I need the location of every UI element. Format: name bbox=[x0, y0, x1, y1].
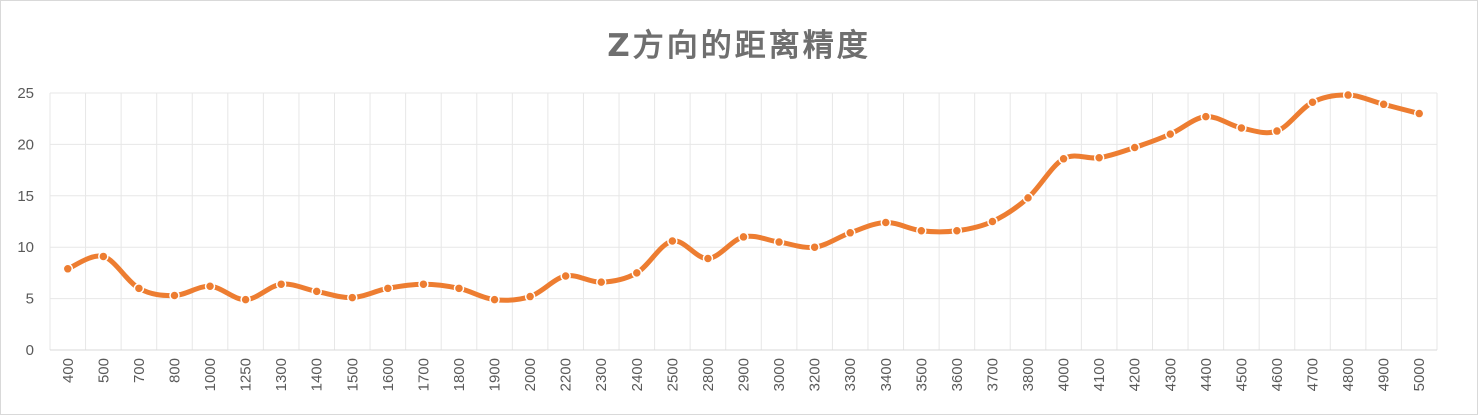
x-tick-label: 3200 bbox=[807, 358, 824, 391]
data-point bbox=[1129, 142, 1140, 153]
x-tick-label: 1800 bbox=[451, 358, 468, 391]
gridlines bbox=[49, 92, 1438, 350]
x-tick-label: 2900 bbox=[736, 358, 753, 391]
x-tick-label: 400 bbox=[60, 358, 77, 383]
data-point bbox=[453, 283, 465, 294]
data-point bbox=[275, 278, 287, 290]
x-tick-label: 3300 bbox=[842, 358, 859, 391]
data-point bbox=[1378, 99, 1389, 110]
x-tick-label: 4600 bbox=[1269, 358, 1286, 391]
data-point bbox=[133, 283, 145, 294]
y-tick-label: 5 bbox=[26, 291, 34, 308]
data-point bbox=[489, 294, 500, 305]
data-point bbox=[667, 235, 678, 247]
x-tick-label: 3000 bbox=[771, 358, 788, 391]
x-tick-label: 3400 bbox=[878, 358, 895, 391]
data-point bbox=[1093, 152, 1105, 164]
x-tick-label: 4300 bbox=[1162, 358, 1179, 391]
data-point bbox=[1342, 89, 1354, 101]
x-tick-label: 2200 bbox=[558, 358, 575, 391]
data-point bbox=[844, 227, 856, 239]
data-point bbox=[524, 291, 536, 302]
data-point bbox=[987, 216, 998, 227]
data-point bbox=[1200, 111, 1212, 122]
data-point bbox=[773, 236, 785, 248]
x-tick-label: 4200 bbox=[1127, 358, 1144, 391]
data-point bbox=[1413, 108, 1425, 119]
data-point bbox=[204, 281, 216, 292]
x-tick-label: 1900 bbox=[487, 358, 504, 391]
x-tick-label: 2800 bbox=[700, 358, 717, 391]
data-point bbox=[809, 241, 820, 253]
x-tick-label: 1250 bbox=[238, 358, 255, 391]
data-point bbox=[738, 231, 749, 243]
x-tick-label: 4100 bbox=[1091, 358, 1108, 391]
x-tick-label: 800 bbox=[166, 358, 183, 383]
x-tick-label: 2400 bbox=[629, 358, 646, 391]
data-point bbox=[240, 294, 251, 305]
data-point bbox=[702, 253, 714, 264]
x-tick-label: 500 bbox=[95, 358, 112, 383]
data-point bbox=[1236, 122, 1247, 134]
x-axis: 400 500 700 800 1000 1250 1300 1400 1500 1600 1700… bbox=[50, 349, 1437, 391]
data-point bbox=[418, 278, 429, 290]
y-tick-label: 20 bbox=[17, 136, 34, 153]
x-tick-label: 1500 bbox=[344, 358, 361, 391]
x-tick-label: 1000 bbox=[202, 358, 219, 391]
x-tick-label: 2500 bbox=[664, 358, 681, 391]
x-tick-label: 2000 bbox=[522, 358, 539, 391]
data-point bbox=[1307, 97, 1318, 108]
data-point bbox=[595, 276, 607, 288]
data-point bbox=[311, 286, 322, 297]
data-point bbox=[1165, 128, 1176, 140]
x-tick-label: 3500 bbox=[913, 358, 930, 391]
x-tick-label: 3700 bbox=[984, 358, 1001, 391]
x-tick-label: 4500 bbox=[1233, 358, 1250, 391]
y-tick-label: 10 bbox=[17, 239, 34, 256]
data-markers bbox=[62, 89, 1425, 305]
x-tick-label: 1700 bbox=[415, 358, 432, 391]
data-point bbox=[1022, 192, 1034, 204]
x-tick-label: 1600 bbox=[380, 358, 397, 391]
data-point bbox=[951, 225, 963, 237]
y-axis: 0 5 10 15 20 25 bbox=[17, 85, 34, 359]
data-point bbox=[1271, 125, 1283, 137]
x-tick-label: 3600 bbox=[949, 358, 966, 391]
x-tick-label: 700 bbox=[131, 358, 148, 383]
data-point bbox=[880, 217, 892, 228]
y-tick-label: 25 bbox=[17, 85, 34, 102]
y-tick-label: 15 bbox=[17, 188, 34, 205]
x-tick-label: 2300 bbox=[593, 358, 610, 391]
x-tick-label: 4700 bbox=[1305, 358, 1322, 391]
x-tick-label: 1400 bbox=[309, 358, 326, 391]
series-line bbox=[65, 92, 1422, 303]
data-point bbox=[916, 225, 927, 237]
data-point bbox=[62, 263, 74, 275]
data-point bbox=[169, 290, 180, 301]
data-point bbox=[382, 283, 394, 294]
x-tick-label: 1300 bbox=[273, 358, 290, 391]
data-point bbox=[560, 270, 571, 282]
y-tick-label: 0 bbox=[26, 342, 34, 359]
x-tick-label: 4000 bbox=[1056, 358, 1073, 391]
data-point bbox=[98, 251, 109, 262]
x-tick-label: 5000 bbox=[1411, 358, 1428, 391]
data-point bbox=[1058, 153, 1069, 165]
data-point bbox=[347, 292, 358, 303]
x-tick-label: 3800 bbox=[1020, 358, 1037, 391]
chart-title: Z方向的距离精度 bbox=[607, 28, 870, 64]
x-tick-label: 4400 bbox=[1198, 358, 1215, 391]
x-tick-label: 4900 bbox=[1376, 358, 1393, 391]
data-point bbox=[631, 267, 643, 279]
x-tick-label: 4800 bbox=[1340, 358, 1357, 391]
